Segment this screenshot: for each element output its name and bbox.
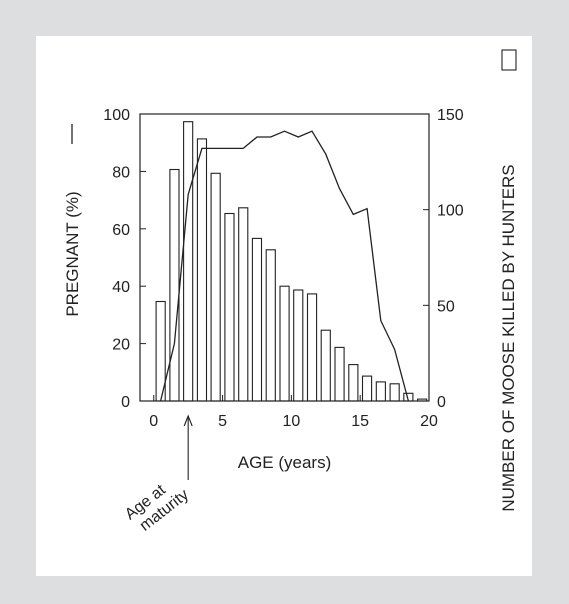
bar [361,375,373,402]
x-tick-label: 5 [218,413,227,430]
x-tick-label: 0 [149,413,158,430]
bar [279,285,290,402]
x-axis-label: AGE (years) [238,453,332,472]
bar [320,329,331,402]
y-left-tick-label: 0 [121,394,130,411]
bar [183,121,194,402]
y-left-tick-label: 60 [112,222,130,239]
y-right-tick-label: 150 [437,107,464,124]
bar [196,138,208,402]
bar-legend-swatch [501,49,517,71]
bar [224,212,235,402]
bar [334,346,345,402]
y-left-tick-label: 20 [112,337,130,354]
bar [293,289,304,402]
maturity-arrowhead [183,414,193,427]
bar [348,364,359,402]
bar [265,249,276,402]
x-tick-label: 15 [351,413,369,430]
y-axis-label-right: NUMBER OF MOOSE KILLED BY HUNTERS [499,164,518,511]
figure-panel: 0 5 10 15 20 0 20 40 60 80 100 0 50 100 150 Age at matu… [36,36,532,576]
y-right-tick-label: 100 [437,203,464,220]
y-right-tick-label: 50 [437,298,455,315]
bar [238,207,249,402]
y-right-tick-label: 0 [437,394,446,411]
chart: 0 5 10 15 20 0 20 40 60 80 100 0 50 100 150 Age atmatu… [63,49,518,535]
x-tick-label: 20 [420,413,438,430]
bar [375,381,386,402]
bar [251,237,263,402]
y-left-tick-label: 100 [103,107,130,124]
bar [389,383,400,402]
bar [306,293,318,402]
x-tick-label: 10 [282,413,300,430]
bar [169,168,180,402]
bar [210,172,221,402]
plot-frame [139,113,430,402]
y-left-tick-label: 40 [112,279,130,296]
pregnancy-line [159,130,410,402]
y-left-tick-label: 80 [112,164,130,181]
y-axis-label-left: PREGNANT (%) [63,191,82,316]
